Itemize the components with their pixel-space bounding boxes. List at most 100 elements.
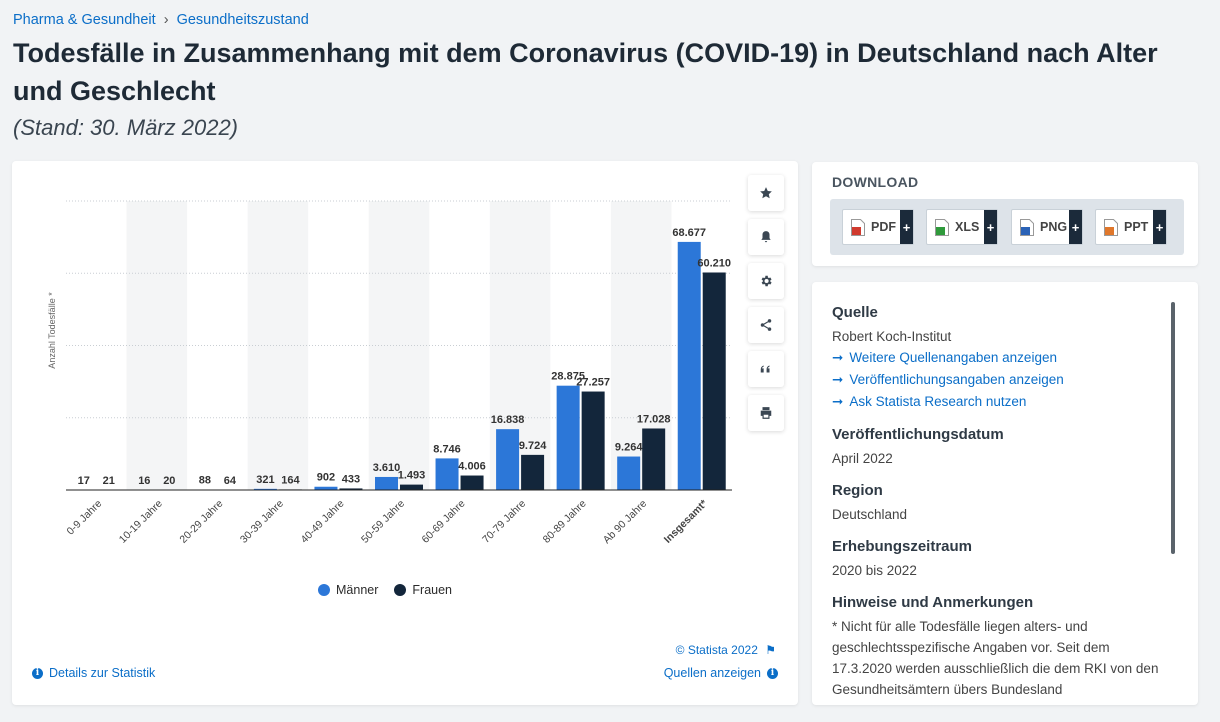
period-value: 2020 bis 2022 xyxy=(832,563,917,578)
details-link[interactable]: i Details zur Statistik xyxy=(32,666,155,680)
publication-info-label: Veröffentlichungsangaben anzeigen xyxy=(849,372,1064,387)
data-label: 60.210 xyxy=(697,257,731,269)
download-title: DOWNLOAD xyxy=(832,174,919,190)
data-label: 9.724 xyxy=(519,440,547,452)
data-label: 1.493 xyxy=(398,470,426,482)
download-xls-button[interactable]: XLS + xyxy=(926,209,998,245)
data-label: 8.746 xyxy=(433,443,461,455)
publication-value: April 2022 xyxy=(832,451,893,466)
x-tick-label: 60-69 Jahre xyxy=(420,498,468,546)
bar-maenner xyxy=(314,486,338,490)
data-label: 64 xyxy=(224,475,237,487)
arrow-right-icon: ➞ xyxy=(832,350,844,365)
info-icon: i xyxy=(767,667,778,679)
data-label: 17.028 xyxy=(637,413,671,425)
region-heading: Region xyxy=(832,482,883,499)
print-button[interactable] xyxy=(748,395,784,431)
source-value: Robert Koch-Institut xyxy=(832,329,952,344)
bar-frauen xyxy=(339,488,363,490)
bar-frauen xyxy=(581,391,605,490)
data-label: 902 xyxy=(317,472,335,484)
data-label: 20 xyxy=(163,475,175,487)
bar-maenner xyxy=(435,458,459,490)
statista-copyright[interactable]: © Statista 2022 ⚑ xyxy=(676,643,776,657)
png-file-icon xyxy=(1020,218,1034,236)
x-tick-label: Insgesamt* xyxy=(662,497,711,546)
pdf-file-icon xyxy=(851,218,865,236)
data-label: 68.677 xyxy=(672,227,706,239)
settings-button[interactable] xyxy=(748,263,784,299)
arrow-right-icon: ➞ xyxy=(832,394,844,409)
favorite-button[interactable] xyxy=(748,175,784,211)
data-label: 9.264 xyxy=(615,442,643,454)
download-pdf-button[interactable]: PDF + xyxy=(842,209,914,245)
region-section: Region Deutschland xyxy=(832,482,1162,525)
data-label: 321 xyxy=(256,474,274,486)
details-link-label: Details zur Statistik xyxy=(49,666,156,680)
x-tick-label: 30-39 Jahre xyxy=(238,498,286,546)
xls-file-icon xyxy=(935,218,949,236)
period-heading: Erhebungszeitraum xyxy=(832,538,973,555)
bar-frauen xyxy=(702,272,726,490)
more-sources-link[interactable]: ➞ Weitere Quellenangaben anzeigen xyxy=(832,347,1162,369)
plus-icon: + xyxy=(1069,210,1082,244)
bar-maenner xyxy=(556,385,580,490)
data-label: 21 xyxy=(103,475,115,487)
ask-research-link[interactable]: ➞ Ask Statista Research nutzen xyxy=(832,391,1162,413)
print-icon xyxy=(760,407,772,419)
publication-info-link[interactable]: ➞ Veröffentlichungsangaben anzeigen xyxy=(832,369,1162,391)
download-pdf-label: PDF xyxy=(871,220,896,234)
legend-item-maenner[interactable]: Männer xyxy=(318,583,378,597)
x-tick-label: 80-89 Jahre xyxy=(541,498,589,546)
plus-icon: + xyxy=(984,210,997,244)
chart-card: Anzahl Todesfälle * 17 16 88 321 902 3.610 8.74… xyxy=(12,161,798,705)
notes-section: Hinweise und Anmerkungen * Nicht für all… xyxy=(832,594,1162,700)
info-scrollbar[interactable] xyxy=(1171,302,1175,554)
bar-frauen xyxy=(460,475,484,490)
data-label: 16 xyxy=(138,475,150,487)
x-tick-label: 40-49 Jahre xyxy=(298,498,346,546)
copyright-text: © Statista 2022 xyxy=(675,643,758,657)
legend-item-frauen[interactable]: Frauen xyxy=(394,583,452,597)
quote-icon xyxy=(760,365,770,373)
download-ppt-label: PPT xyxy=(1124,220,1149,234)
download-buttons: PDF + XLS + PNG + PPT + xyxy=(830,199,1184,255)
breadcrumb-separator: › xyxy=(163,12,169,28)
sources-link-label: Quellen anzeigen xyxy=(663,666,761,680)
plus-icon: + xyxy=(900,210,913,244)
notes-value: * Nicht für alle Todesfälle liegen alter… xyxy=(832,619,1159,697)
data-label: 17 xyxy=(78,475,90,487)
publication-section: Veröffentlichungsdatum April 2022 xyxy=(832,426,1162,469)
breadcrumb-item-gesundheitszustand[interactable]: Gesundheitszustand xyxy=(176,12,309,28)
star-icon xyxy=(760,187,772,199)
source-heading: Quelle xyxy=(832,304,878,321)
download-png-button[interactable]: PNG + xyxy=(1011,209,1083,245)
breadcrumb-item-pharma[interactable]: Pharma & Gesundheit xyxy=(13,12,156,28)
data-label: 88 xyxy=(199,475,211,487)
flag-icon: ⚑ xyxy=(765,643,776,657)
bar-maenner xyxy=(253,488,277,490)
share-button[interactable] xyxy=(748,307,784,343)
bell-icon xyxy=(761,231,771,243)
info-content: Quelle Robert Koch-Institut ➞ Weitere Que… xyxy=(832,304,1162,705)
legend-label-maenner: Männer xyxy=(336,583,379,597)
gear-icon xyxy=(761,275,772,287)
ppt-file-icon xyxy=(1104,218,1118,236)
cite-button[interactable] xyxy=(748,351,784,387)
download-ppt-button[interactable]: PPT + xyxy=(1095,209,1167,245)
x-tick-label: Ab 90 Jahre xyxy=(601,498,650,547)
bar-frauen xyxy=(521,454,545,490)
legend-label-frauen: Frauen xyxy=(412,583,452,597)
sources-link[interactable]: Quellen anzeigen i xyxy=(664,666,778,680)
notes-heading: Hinweise und Anmerkungen xyxy=(832,594,1034,611)
notification-button[interactable] xyxy=(748,219,784,255)
page-subtitle: (Stand: 30. März 2022) xyxy=(13,115,239,140)
bar-maenner xyxy=(677,241,701,490)
data-label: 433 xyxy=(342,473,360,485)
data-label: 3.610 xyxy=(373,462,401,474)
x-tick-label: 0-9 Jahre xyxy=(65,498,105,538)
data-label: 4.006 xyxy=(458,461,486,473)
x-tick-label: 20-29 Jahre xyxy=(177,498,225,546)
info-card: Quelle Robert Koch-Institut ➞ Weitere Que… xyxy=(812,282,1198,705)
page-title: Todesfälle in Zusammenhang mit dem Coron… xyxy=(13,38,1158,106)
